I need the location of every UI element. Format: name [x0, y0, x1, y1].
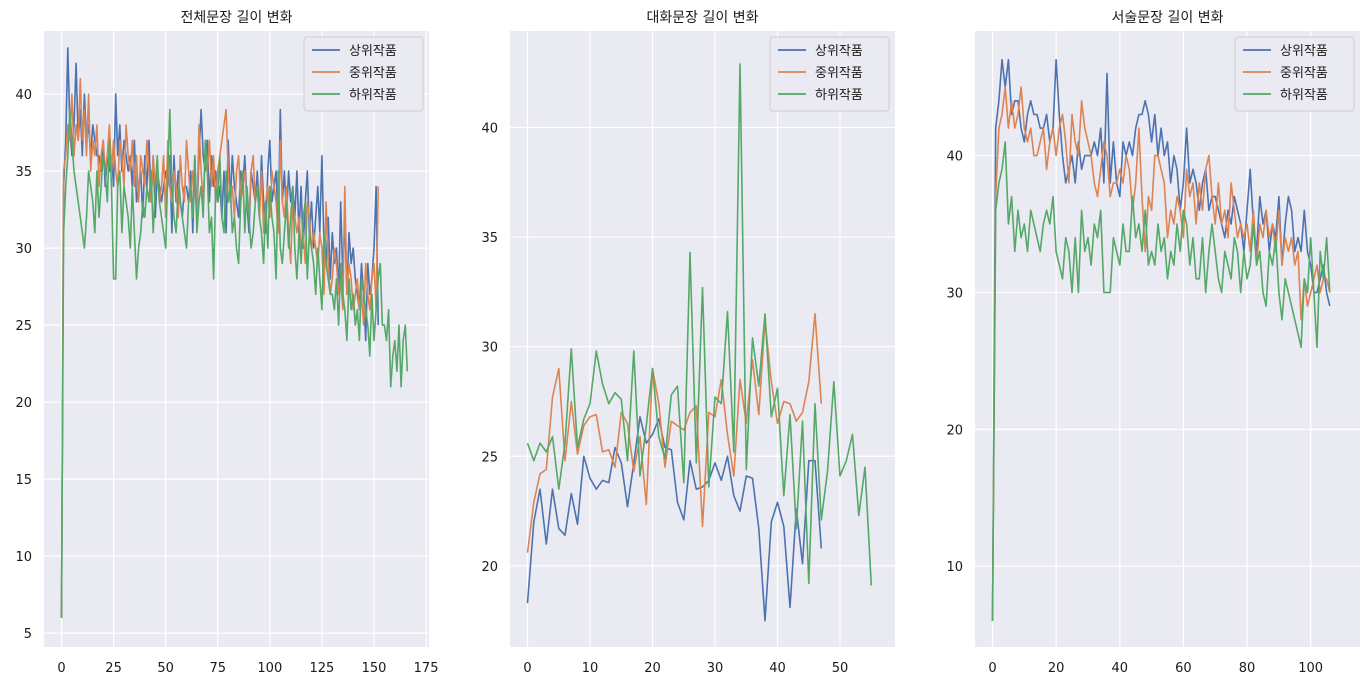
y-tick-label: 15	[15, 473, 32, 488]
y-tick-label: 10	[15, 550, 32, 565]
y-tick-label: 25	[481, 450, 498, 465]
legend-label: 중위작품	[349, 66, 397, 81]
x-tick-label: 60	[1175, 661, 1192, 676]
x-tick-label: 10	[582, 661, 599, 676]
x-tick-label: 20	[1048, 661, 1065, 676]
x-tick-label: 25	[105, 661, 122, 676]
legend-label: 상위작품	[815, 44, 863, 59]
series-line-하위작품	[991, 141, 1331, 622]
x-tick-label: 150	[362, 661, 387, 676]
series-line-상위작품	[526, 415, 823, 622]
x-tick-label: 40	[1111, 661, 1128, 676]
x-tick-label: 125	[310, 661, 335, 676]
legend-label: 하위작품	[815, 88, 863, 103]
y-tick-label: 25	[15, 319, 32, 334]
chart-title: 서술문장 길이 변화	[1112, 10, 1224, 26]
x-tick-label: 0	[988, 661, 996, 676]
y-tick-label: 20	[15, 396, 32, 411]
x-tick-label: 75	[209, 661, 226, 676]
plot-background	[44, 31, 429, 647]
y-tick-label: 20	[946, 423, 963, 438]
series-line-하위작품	[526, 63, 873, 586]
chart-panel-2: 0 10 20 30 40 50 20 25 30 35 40 대화문장 길이 변화상위작품중위작품하…	[481, 10, 895, 676]
legend-box	[303, 36, 424, 112]
legend-box	[769, 36, 890, 112]
legend-label: 하위작품	[349, 88, 397, 103]
series-line-하위작품	[60, 108, 409, 618]
legend-label: 중위작품	[815, 66, 863, 81]
y-tick-label: 40	[481, 121, 498, 136]
x-tick-label: 0	[523, 661, 531, 676]
y-tick-label: 35	[15, 165, 32, 180]
legend-label: 상위작품	[1280, 44, 1328, 59]
chart-title: 대화문장 길이 변화	[647, 10, 759, 26]
chart-panel-3: 0 20 40 60 80 100 10 20 30 40 서술문장 길이 변화상위작품중위작품하위…	[946, 10, 1360, 676]
x-tick-label: 80	[1239, 661, 1256, 676]
y-tick-label: 30	[946, 286, 963, 301]
x-tick-label: 50	[832, 661, 849, 676]
legend-box	[1234, 36, 1355, 112]
x-tick-label: 100	[257, 661, 282, 676]
legend-label: 하위작품	[1280, 88, 1328, 103]
y-tick-label: 20	[481, 560, 498, 575]
x-tick-label: 100	[1298, 661, 1323, 676]
y-tick-label: 30	[15, 242, 32, 257]
x-tick-label: 50	[157, 661, 174, 676]
x-tick-label: 20	[644, 661, 661, 676]
plot-background	[510, 31, 895, 647]
x-tick-label: 0	[57, 661, 65, 676]
x-tick-label: 40	[769, 661, 786, 676]
y-tick-label: 10	[946, 560, 963, 575]
y-tick-label: 5	[24, 627, 32, 642]
chart-title: 전체문장 길이 변화	[181, 10, 293, 26]
y-tick-label: 30	[481, 341, 498, 356]
legend-label: 중위작품	[1280, 66, 1328, 81]
x-tick-label: 175	[414, 661, 439, 676]
series-line-중위작품	[991, 86, 1331, 622]
chart-panel-1: 0 25 50 75 100 125 150 175 5 10 15 20 25 30 35 40 전체문장 길…	[15, 10, 438, 676]
plot-background	[975, 31, 1360, 647]
y-tick-label: 35	[481, 231, 498, 246]
y-tick-label: 40	[946, 150, 963, 165]
legend-label: 상위작품	[349, 44, 397, 59]
series-line-중위작품	[526, 312, 823, 553]
x-tick-label: 30	[707, 661, 724, 676]
y-tick-label: 40	[15, 88, 32, 103]
